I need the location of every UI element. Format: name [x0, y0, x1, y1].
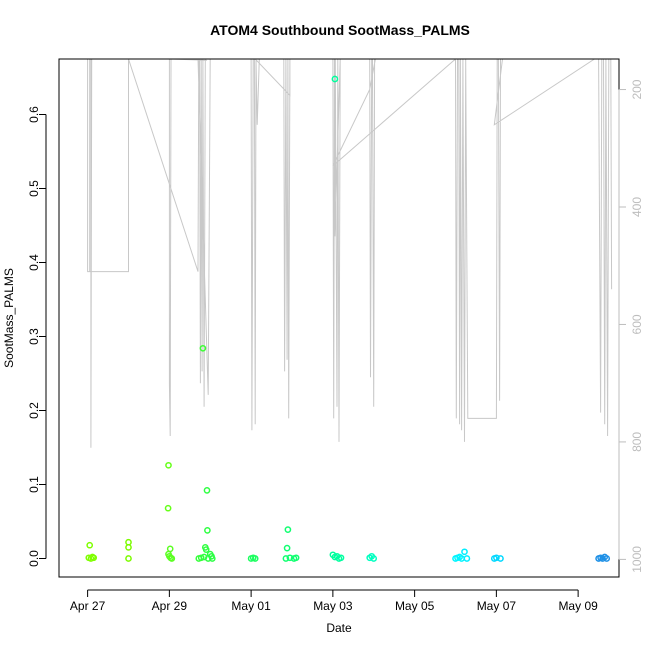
data-point — [197, 554, 205, 562]
data-point — [125, 544, 132, 551]
data-point — [164, 504, 172, 512]
y-axis-label: SootMass_PALMS — [2, 268, 16, 368]
data-point — [603, 555, 611, 562]
data-point — [165, 461, 172, 469]
data-point — [292, 554, 300, 562]
y2-axis: 200 400 600 800 1000 — [618, 79, 644, 573]
y-tick-label: 0.5 — [27, 180, 41, 197]
data-point — [370, 555, 378, 562]
y-tick-label: 0.0 — [27, 550, 41, 567]
pressure-trace — [59, 59, 613, 448]
x-axis-label: Date — [326, 621, 352, 635]
data-point — [125, 538, 132, 546]
data-point — [251, 555, 259, 562]
data-point — [203, 487, 211, 494]
x-tick-label: May 09 — [558, 599, 598, 613]
data-point — [463, 555, 471, 562]
data-point — [461, 548, 468, 556]
y-tick-label: 0.1 — [27, 476, 41, 493]
y-tick-label: 0.6 — [27, 106, 41, 123]
x-tick-label: Apr 27 — [70, 599, 106, 613]
data-point — [199, 344, 207, 352]
data-points — [85, 75, 611, 562]
data-point — [337, 554, 345, 562]
y2-tick-label: 800 — [630, 432, 644, 452]
x-tick-label: May 05 — [395, 599, 435, 613]
data-point — [168, 555, 176, 562]
data-point — [204, 527, 211, 534]
y-axis: 0.0 0.1 0.2 0.3 0.4 0.5 0.6 — [27, 106, 47, 567]
y2-tick-label: 600 — [630, 314, 644, 334]
data-point — [208, 555, 216, 562]
data-point — [86, 541, 94, 549]
data-point — [283, 544, 291, 552]
data-point — [125, 555, 132, 562]
x-tick-label: May 01 — [231, 599, 271, 613]
data-point — [493, 554, 500, 562]
y-tick-label: 0.2 — [27, 402, 41, 419]
data-point — [331, 75, 339, 83]
y2-tick-label: 1000 — [630, 546, 644, 573]
x-axis: Apr 27 Apr 29 May 01 May 03 May 05 May 07 May … — [70, 589, 598, 613]
y-tick-label: 0.4 — [27, 254, 41, 271]
data-point — [90, 554, 98, 562]
data-point — [282, 555, 290, 562]
x-tick-label: May 03 — [313, 599, 353, 613]
x-tick-label: May 07 — [477, 599, 517, 613]
pressure-line — [59, 59, 613, 448]
chart-title: ATOM4 Southbound SootMass_PALMS — [210, 22, 470, 38]
data-point — [284, 526, 292, 533]
x-tick-label: Apr 29 — [152, 599, 188, 613]
data-point — [286, 554, 294, 562]
data-point — [87, 555, 95, 562]
y2-tick-label: 200 — [630, 79, 644, 99]
data-point — [497, 555, 504, 562]
data-point — [166, 545, 174, 553]
y-tick-label: 0.3 — [27, 328, 41, 345]
y2-tick-label: 400 — [630, 197, 644, 217]
data-point — [202, 546, 210, 553]
